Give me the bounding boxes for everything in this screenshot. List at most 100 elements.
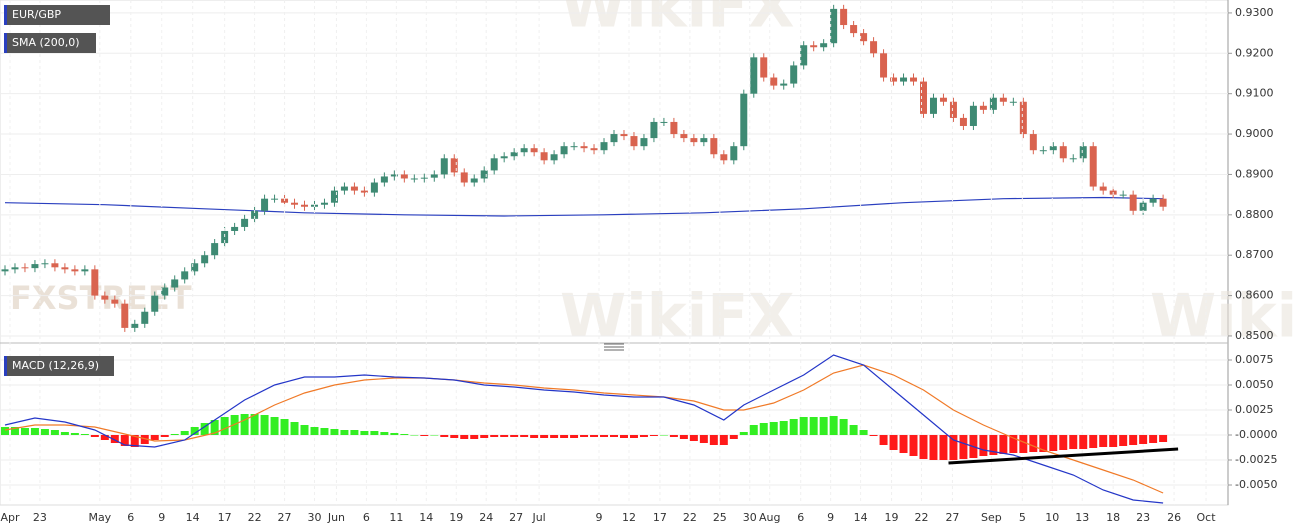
- candle-body: [910, 77, 918, 82]
- histogram-bar: [0, 427, 9, 435]
- trendline: [948, 447, 1179, 465]
- watermark: WikiFX: [1150, 282, 1299, 352]
- candle-body: [330, 190, 338, 203]
- candle-body: [490, 158, 498, 171]
- histogram-bar: [1009, 435, 1018, 453]
- candle-body: [1039, 150, 1047, 152]
- candle-body: [1029, 134, 1037, 151]
- histogram-bar: [849, 425, 858, 435]
- legend-entry: SMA (200,0): [12, 36, 80, 49]
- candle-body: [660, 121, 668, 123]
- candle-body: [1, 269, 9, 272]
- histogram-bar: [889, 435, 898, 450]
- histogram-bar: [1119, 435, 1128, 446]
- watermark: WikiFX: [560, 282, 794, 352]
- histogram-bar: [160, 435, 169, 437]
- histogram-bar: [420, 435, 429, 436]
- x-tick-label: 17: [653, 511, 667, 524]
- candle-body: [929, 97, 937, 114]
- histogram-bar: [1079, 435, 1088, 449]
- histogram-bar: [470, 435, 479, 439]
- label-accent: [4, 33, 7, 53]
- candle-body: [1059, 146, 1067, 159]
- candle-body: [610, 134, 618, 143]
- candle-body: [1119, 194, 1127, 196]
- x-tick-label: 13: [1075, 511, 1089, 524]
- histogram-bar: [90, 435, 99, 437]
- candle-body: [570, 146, 578, 148]
- x-tick-label: 25: [713, 511, 727, 524]
- histogram-bar: [320, 428, 329, 435]
- x-tick-label: 22: [683, 511, 697, 524]
- histogram-bar: [540, 435, 549, 438]
- histogram-bar: [1099, 435, 1108, 447]
- histogram-bar: [400, 434, 409, 435]
- histogram-bar: [80, 434, 89, 435]
- histogram-bar: [210, 420, 219, 435]
- candle-body: [151, 295, 159, 312]
- y-tick-label: -0.0050: [1235, 478, 1277, 491]
- histogram-bar: [100, 435, 109, 440]
- histogram-bar: [689, 435, 698, 441]
- histogram-bar: [600, 435, 609, 437]
- candle-body: [241, 218, 249, 227]
- histogram-bar: [50, 430, 59, 435]
- candle-body: [920, 81, 927, 114]
- histogram-bar: [480, 435, 489, 438]
- candle-body: [320, 202, 328, 205]
- y-tick-label: 0.9000: [1235, 127, 1274, 140]
- histogram-bar: [699, 435, 708, 443]
- histogram-bar: [1069, 435, 1078, 449]
- candle-body: [420, 177, 428, 179]
- x-tick-label: 19: [449, 511, 463, 524]
- histogram-bar: [140, 435, 149, 444]
- histogram-bar: [120, 435, 129, 446]
- candle-body: [770, 77, 778, 86]
- histogram-bar: [619, 435, 628, 438]
- y-tick-label: 0.8900: [1235, 167, 1274, 180]
- histogram-bar: [500, 435, 509, 437]
- candle-body: [730, 146, 738, 161]
- candle-body: [650, 121, 658, 139]
- candle-body: [740, 93, 748, 147]
- candle-body: [510, 152, 518, 157]
- macd-line: [4, 354, 1164, 504]
- y-tick-label: 0.9300: [1235, 6, 1274, 19]
- candle-body: [191, 263, 199, 272]
- candle-body: [939, 97, 947, 102]
- histogram-bar: [769, 422, 778, 435]
- candle-body: [211, 243, 219, 256]
- x-tick-label: 12: [622, 511, 636, 524]
- candle-body: [949, 101, 957, 118]
- candle-body: [999, 97, 1007, 102]
- x-tick-label: 14: [854, 511, 868, 524]
- histogram-bar: [180, 431, 189, 435]
- histogram-bar: [20, 428, 29, 435]
- x-tick-label: 23: [1136, 511, 1150, 524]
- sma-line: [4, 196, 1164, 217]
- candle-body: [700, 138, 708, 143]
- histogram-bar: [759, 423, 768, 435]
- candle-body: [181, 271, 189, 280]
- resize-handle: [604, 343, 624, 351]
- histogram-bar: [350, 430, 359, 435]
- histogram-bar: [530, 435, 539, 438]
- x-tick-label: 9: [596, 511, 603, 524]
- histogram-bar: [719, 435, 728, 445]
- x-tick-label: 30: [743, 511, 757, 524]
- histogram-bar: [959, 435, 968, 459]
- histogram-bar: [859, 430, 868, 435]
- candle-body: [959, 117, 967, 126]
- candle-body: [760, 57, 768, 78]
- histogram-bar: [10, 427, 19, 435]
- candle-body: [620, 134, 628, 137]
- histogram-bar: [639, 435, 648, 437]
- candle-body: [690, 138, 698, 143]
- histogram-bar: [939, 435, 948, 460]
- x-tick-label: 27: [278, 511, 292, 524]
- histogram-bar: [590, 435, 599, 437]
- candle-body: [670, 121, 678, 135]
- candle-body: [820, 43, 828, 48]
- candle-body: [380, 176, 388, 183]
